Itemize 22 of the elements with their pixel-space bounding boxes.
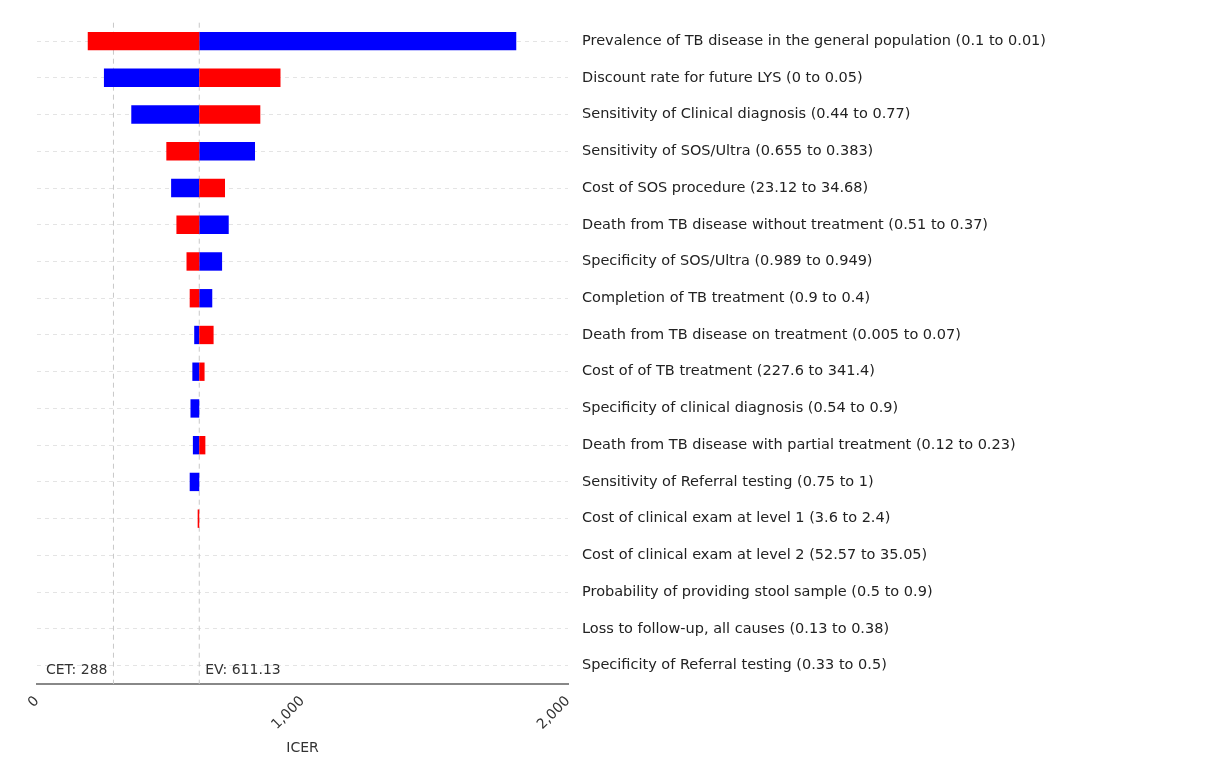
y-tick-label: Discount rate for future LYS (0 to 0.05) (582, 68, 863, 85)
y-tick-label: Cost of clinical exam at level 2 (52.57 to 35.05) (582, 546, 928, 563)
y-tick-label: Loss to follow-up, all causes (0.13 to 0.38) (582, 619, 890, 636)
y-tick-label: Specificity of clinical diagnosis (0.54 to 0.9) (582, 399, 899, 416)
ref-line-label: EV: 611.13 (205, 660, 281, 677)
y-tick-label: Sensitivity of SOS/Ultra (0.655 to 0.383) (582, 142, 874, 159)
x-axis-title: ICER (286, 739, 320, 756)
y-tick-label: Death from TB disease on treatment (0.005 to 0.07) (582, 325, 961, 342)
y-tick-label: Death from TB disease with partial treatment (0.12 to 0.23) (582, 435, 1016, 452)
y-tick-label: Cost of SOS procedure (23.12 to 34.68) (582, 178, 869, 195)
y-tick-label: Cost of of TB treatment (227.6 to 341.4) (582, 362, 875, 379)
ref-line-label: CET: 288 (45, 660, 108, 677)
y-tick-label: Sensitivity of Clinical diagnosis (0.44 to 0.77) (582, 105, 911, 122)
y-tick-label: Completion of TB treatment (0.9 to 0.4) (582, 289, 871, 305)
y-tick-label: Death from TB disease without treatment (0.51 to 0.37) (582, 215, 989, 232)
y-tick-label: Cost of clinical exam at level 1 (3.6 to 2.4) (582, 509, 891, 526)
y-tick-label: Sensitivity of Referral testing (0.75 to 1) (582, 472, 874, 489)
y-tick-label: Prevalence of TB disease in the general population (0.1 to 0.01) (582, 31, 1046, 48)
y-tick-label: Probability of providing stool sample (0.5 to 0.9) (582, 582, 933, 599)
y-tick-label: Specificity of Referral testing (0.33 to 0.5) (582, 656, 887, 673)
y-tick-label: Specificity of SOS/Ultra (0.989 to 0.949) (582, 252, 873, 269)
x-tick-label: 0 (24, 692, 42, 710)
